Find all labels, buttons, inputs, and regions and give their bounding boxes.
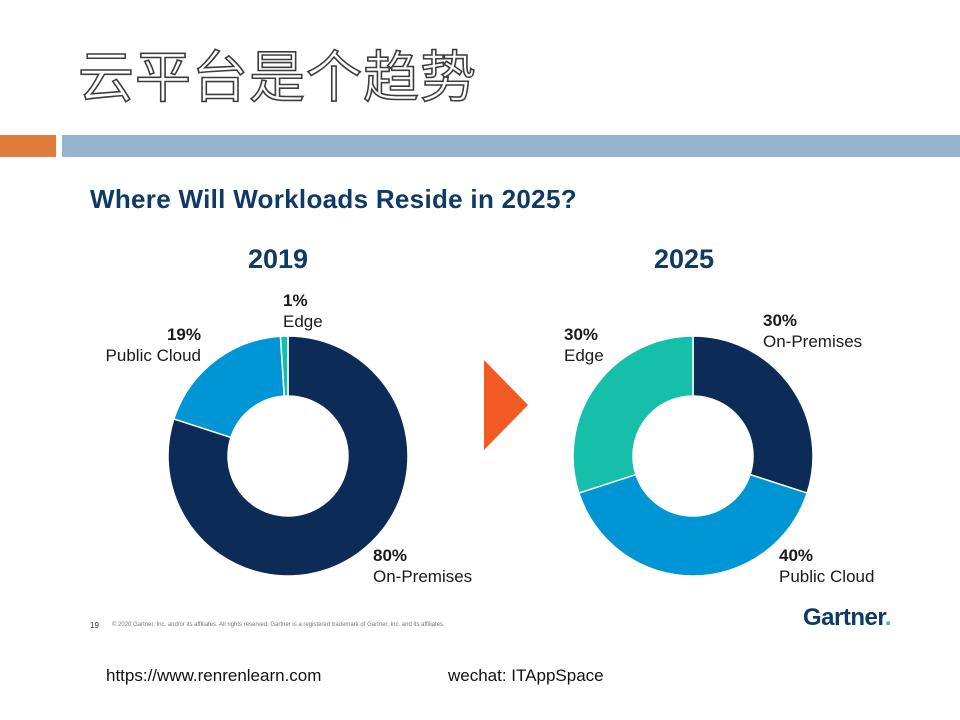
label-2025-public-cloud: 40% Public Cloud	[779, 545, 874, 587]
label-2025-edge-pct: 30%	[564, 325, 599, 344]
gartner-logo: Gartner.	[803, 604, 892, 632]
transition-arrow-icon	[484, 360, 528, 450]
accent-bar-blue	[62, 135, 960, 157]
label-2019-public-cloud: 19% Public Cloud	[99, 324, 201, 366]
label-2019-edge-pct: 1%	[283, 291, 308, 310]
label-2025-on-premises-pct: 30%	[763, 311, 798, 330]
label-2025-on-premises: 30% On-Premises	[763, 310, 862, 352]
label-2019-public-cloud-pct: 19%	[166, 325, 201, 344]
footer-website-link[interactable]: https://www.renrenlearn.com	[106, 666, 322, 685]
label-2025-public-cloud-name: Public Cloud	[779, 567, 875, 586]
chart-2019-title: 2019	[248, 244, 309, 274]
chart-2025-title: 2025	[654, 244, 715, 274]
accent-bar-orange	[0, 135, 56, 157]
label-2025-edge-name: Edge	[564, 346, 604, 365]
label-2025-on-premises-name: On-Premises	[763, 332, 863, 351]
slide-title: 云平台是个趋势	[77, 45, 477, 112]
label-2025-edge: 30% Edge	[564, 324, 604, 366]
donut-2019-slice-edge	[279, 335, 289, 397]
donut-2019-slice-on-premises	[167, 335, 409, 577]
label-2019-on-premises-name: On-Premises	[373, 567, 473, 586]
donut-2025-slice-public-cloud	[577, 473, 809, 577]
label-2019-edge: 1% Edge	[283, 290, 323, 332]
footer-wechat-id: wechat: ITAppSpace	[448, 666, 604, 685]
donut-2025-slice-on-premises	[692, 335, 814, 495]
label-2019-public-cloud-name: Public Cloud	[105, 346, 201, 365]
copyright-footnote: © 2020 Gartner, Inc. and/or its affiliat…	[112, 622, 445, 628]
label-2019-edge-name: Edge	[283, 312, 323, 331]
gartner-logo-text: Gartner	[803, 604, 885, 631]
label-2019-on-premises-pct: 80%	[373, 546, 408, 565]
footnote-page-number: 19	[90, 621, 99, 630]
label-2025-public-cloud-pct: 40%	[779, 546, 814, 565]
gartner-logo-dot: .	[884, 604, 892, 631]
label-2019-on-premises: 80% On-Premises	[373, 545, 472, 587]
chart-main-title: Where Will Workloads Reside in 2025?	[90, 184, 577, 214]
donut-2025-slice-edge	[572, 335, 694, 495]
